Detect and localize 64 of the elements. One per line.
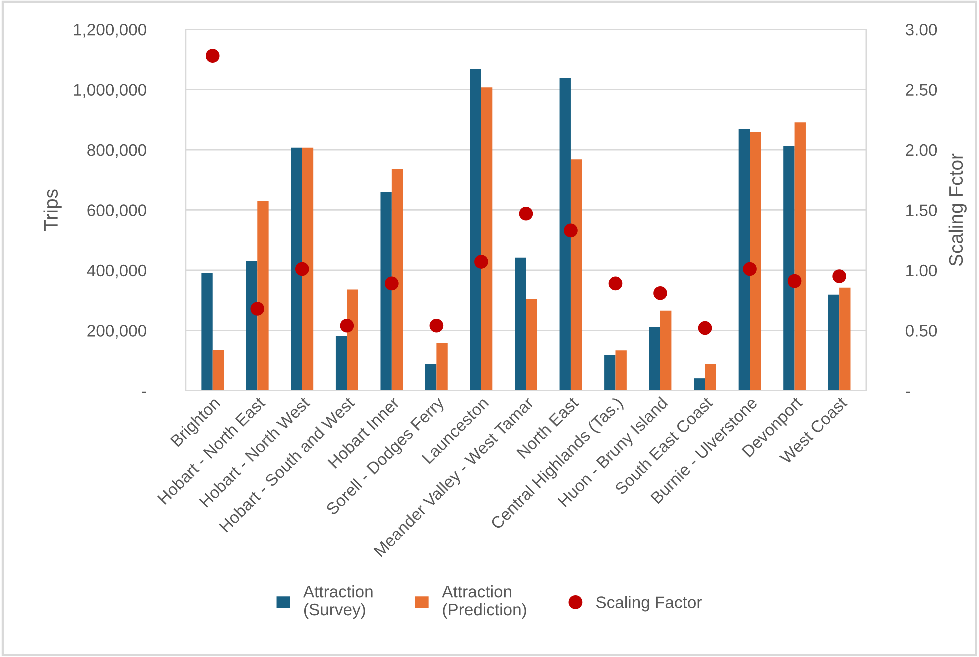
point — [385, 276, 399, 291]
bar — [660, 310, 672, 391]
y-tick-label: 600,000 — [88, 204, 146, 218]
y-tick-label: - — [142, 392, 146, 394]
point — [564, 224, 578, 238]
y-axis-title: Trips — [44, 190, 62, 232]
bar — [738, 130, 750, 391]
y-tick-label: 800,000 — [88, 144, 146, 158]
y-tick-label: 400,000 — [87, 264, 146, 279]
y-tick-label: 1,000,000 — [74, 84, 146, 98]
point — [206, 49, 220, 63]
y2-tick-label: - — [906, 392, 910, 394]
point — [340, 318, 354, 333]
bar — [470, 69, 482, 391]
bar — [436, 343, 448, 391]
bar — [794, 122, 806, 391]
bar — [212, 350, 224, 391]
bar — [246, 261, 258, 391]
bar — [570, 160, 582, 391]
legend-label: Scaling Factor — [596, 596, 702, 612]
bar — [515, 258, 526, 391]
bar — [347, 290, 358, 391]
y2-tick-label: 1.50 — [906, 204, 938, 216]
point — [608, 276, 623, 291]
y-tick-label: 200,000 — [88, 325, 146, 339]
bar — [336, 336, 348, 391]
y2-axis-title: Scaling Fctor — [948, 154, 967, 266]
bar — [392, 168, 404, 391]
y2-tick-label: 0.50 — [906, 325, 938, 337]
bar — [694, 378, 706, 391]
y-tick-label: 1,200,000 — [74, 24, 146, 38]
point — [654, 286, 668, 300]
bar — [840, 288, 851, 391]
y2-tick-label: 2.50 — [906, 84, 938, 96]
bar — [784, 146, 795, 391]
bar — [380, 192, 392, 391]
bar — [526, 299, 538, 391]
bar — [828, 294, 840, 391]
bar — [425, 364, 437, 391]
y2-tick-label: 2.00 — [906, 144, 938, 156]
bar — [604, 355, 616, 391]
y2-tick-label: 3.00 — [906, 24, 938, 36]
legend-label: Attraction (Prediction) — [442, 586, 526, 619]
bar — [705, 364, 716, 391]
y2-tick-label: 1.00 — [906, 264, 938, 277]
bar — [560, 78, 571, 391]
bar — [291, 148, 302, 391]
point — [743, 262, 757, 276]
bar — [481, 88, 493, 391]
point — [788, 274, 802, 288]
point — [295, 262, 310, 276]
point — [474, 255, 488, 269]
bar — [649, 327, 661, 391]
point — [430, 318, 444, 333]
bar — [202, 273, 213, 391]
bar — [750, 132, 762, 391]
legend-label: Attraction (Survey) — [303, 586, 373, 620]
bar — [616, 350, 627, 391]
bar — [302, 148, 314, 391]
point — [250, 302, 265, 316]
point — [519, 206, 534, 221]
point — [832, 270, 846, 284]
bar — [258, 201, 269, 391]
point — [698, 321, 712, 336]
